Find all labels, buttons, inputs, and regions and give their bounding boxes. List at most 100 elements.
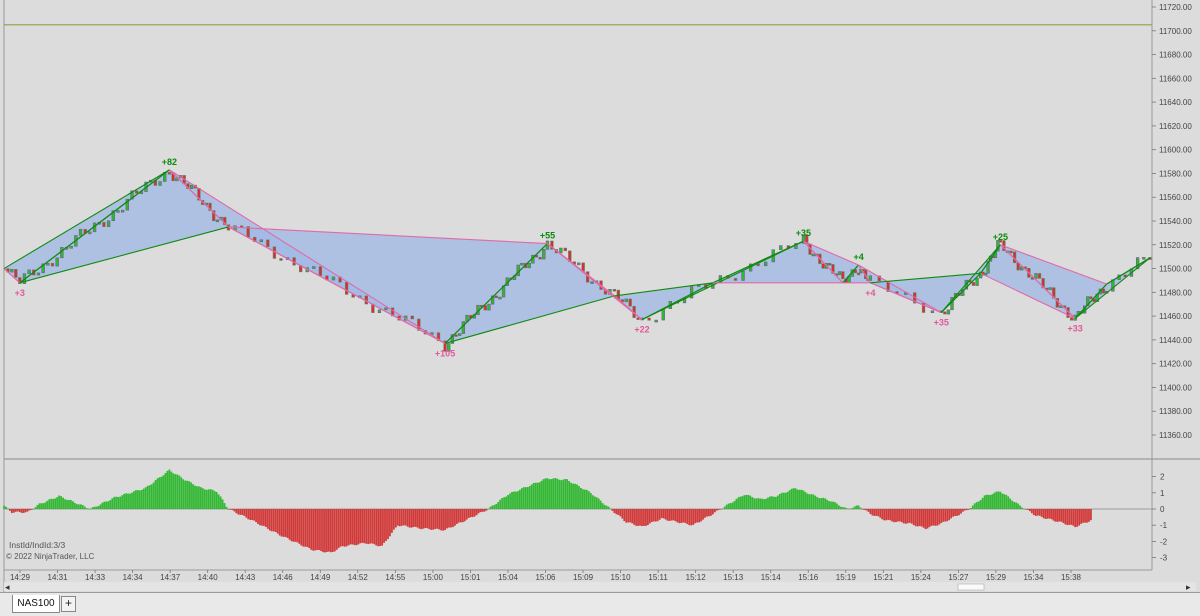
indicator-bar xyxy=(160,476,163,509)
indicator-bar xyxy=(609,508,612,510)
scroll-right-arrow[interactable]: ▸ xyxy=(1186,582,1191,592)
indicator-bar xyxy=(97,506,100,509)
indicator-bar xyxy=(255,509,257,523)
indicator-bar xyxy=(788,490,791,509)
chart-canvas[interactable]: +3 +82 +105 +55 +22 +35 +4 +4 +35 +25 +33 11720.00… xyxy=(0,0,1200,592)
indicator-bar xyxy=(491,505,494,509)
indicator-bar xyxy=(343,509,346,547)
renko-brick xyxy=(577,262,581,266)
indicator-bar xyxy=(146,485,149,509)
indicator-bar xyxy=(759,498,762,509)
indicator-bar xyxy=(627,509,630,523)
renko-brick xyxy=(1037,273,1042,279)
indicator-bar xyxy=(284,509,287,537)
indicator-bar xyxy=(412,509,415,528)
indicator-bar xyxy=(117,496,120,509)
zigzag-label: +55 xyxy=(540,231,555,241)
time-tick-label: 14:37 xyxy=(160,573,181,582)
price-tick-label: 11620.00 xyxy=(1159,122,1192,131)
time-tick-label: 15:16 xyxy=(798,573,819,582)
scroll-thumb[interactable] xyxy=(957,583,985,591)
zigzag-fill xyxy=(445,243,615,344)
renko-brick xyxy=(1086,296,1090,307)
zigzag-label: +25 xyxy=(993,232,1008,242)
indicator-bar xyxy=(442,509,445,531)
zigzag-segment xyxy=(1074,283,1108,319)
renko-brick xyxy=(1034,273,1038,279)
indicator-bar xyxy=(708,509,710,517)
indicator-bar xyxy=(229,509,232,510)
renko-brick xyxy=(856,272,861,276)
zigzag-label: +33 xyxy=(1068,323,1083,333)
indicator-bar xyxy=(682,509,685,523)
indicator-bar xyxy=(1036,509,1039,516)
indicator-bar xyxy=(367,509,370,545)
indicator-bar xyxy=(310,509,313,550)
tab-nas100[interactable]: NAS100 xyxy=(12,595,60,613)
indicator-bar xyxy=(583,489,586,509)
add-tab-button[interactable]: + xyxy=(61,596,76,612)
scroll-left-arrow[interactable]: ◂ xyxy=(5,582,10,592)
indicator-bar xyxy=(73,502,76,509)
indicator-bar xyxy=(997,491,1000,509)
indicator-bar xyxy=(863,509,866,510)
indicator-bar xyxy=(548,479,551,509)
time-tick-label: 15:11 xyxy=(648,573,668,582)
indicator-bar xyxy=(406,509,409,527)
indicator-bar xyxy=(946,509,949,522)
indicator-bar xyxy=(487,508,490,510)
indicator-bar xyxy=(729,503,732,509)
indicator-bar xyxy=(1028,509,1031,512)
indicator-bar xyxy=(556,478,559,509)
indicator-bar xyxy=(851,507,854,509)
time-tick-label: 15:27 xyxy=(948,573,969,582)
indicator-bar xyxy=(745,495,748,509)
indicator-bar xyxy=(1007,496,1010,509)
indicator-bar xyxy=(908,509,911,523)
zigzag-envelope xyxy=(641,240,804,321)
indicator-bar xyxy=(261,509,263,526)
indicator-bar xyxy=(1090,509,1092,521)
indicator-bar xyxy=(902,509,905,524)
indicator-bar xyxy=(68,499,70,509)
indicator-bar xyxy=(211,489,214,509)
indicator-bar xyxy=(56,497,59,509)
indicator-bar xyxy=(404,509,407,526)
indicator-bar xyxy=(999,491,1002,509)
indicator-bar xyxy=(225,506,228,509)
price-tick-label: 11500.00 xyxy=(1159,265,1192,274)
renko-brick xyxy=(647,317,651,321)
indicator-bar xyxy=(818,498,821,509)
indicator-bar xyxy=(221,499,224,509)
indicator-bar xyxy=(964,509,966,511)
indicator-bar xyxy=(1062,509,1065,524)
indicator-bar xyxy=(625,509,628,523)
indicator-bar xyxy=(513,491,515,509)
price-tick-label: 11360.00 xyxy=(1159,431,1192,440)
indicator-bar xyxy=(231,509,234,511)
renko-brick xyxy=(41,263,45,274)
indicator-bar xyxy=(201,488,204,509)
indicator-bar xyxy=(780,492,783,509)
indicator-bar xyxy=(501,498,504,509)
indicator-bar xyxy=(564,478,567,509)
indicator-bar xyxy=(9,509,11,511)
indicator-bar xyxy=(916,509,919,527)
indicator-bar xyxy=(105,501,108,509)
indicator-bar xyxy=(361,509,364,543)
indicator-bar xyxy=(826,499,828,509)
price-tick-label: 11400.00 xyxy=(1159,383,1192,392)
zigzag-label: +4 xyxy=(853,252,863,262)
zigzag-segment xyxy=(842,264,860,284)
indicator-bar xyxy=(312,509,315,551)
zigzag-lines xyxy=(3,169,1151,345)
renko-brick xyxy=(78,228,83,236)
horizontal-scrollbar[interactable]: ◂ ▸ xyxy=(4,582,1196,592)
indicator-bar xyxy=(611,509,614,511)
zigzag-envelope xyxy=(1000,244,1107,285)
indicator-bar xyxy=(987,494,990,509)
renko-brick xyxy=(779,245,783,250)
indicator-bar xyxy=(235,509,238,514)
zigzag-fill xyxy=(19,169,229,283)
indicator-bar xyxy=(52,498,55,509)
